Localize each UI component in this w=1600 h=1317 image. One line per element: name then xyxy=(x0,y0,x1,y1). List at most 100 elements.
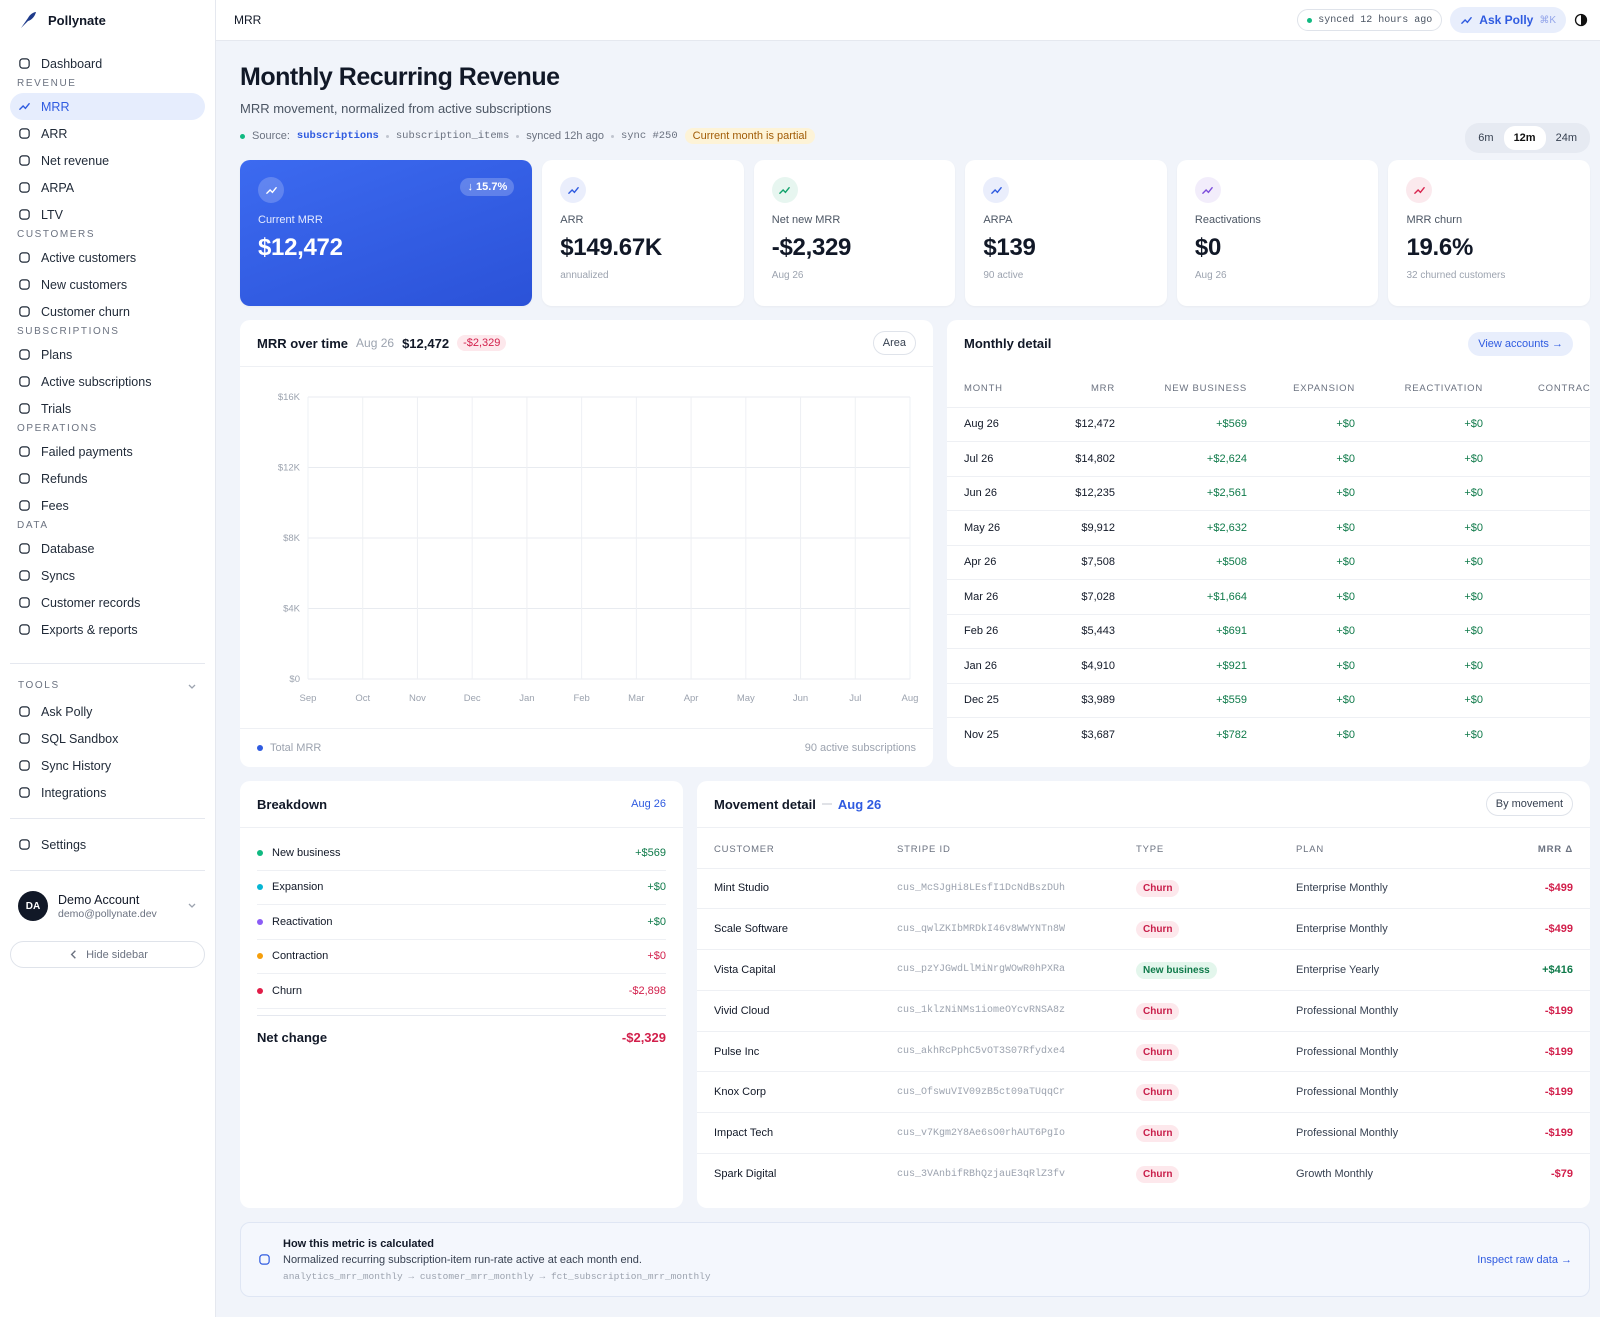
column-header: REACTIVATION xyxy=(1404,383,1483,395)
cell: +$0 xyxy=(1248,613,1356,649)
nav-item[interactable]: Customer records xyxy=(10,589,205,616)
nav-item[interactable]: Refunds xyxy=(10,465,205,492)
range-tab[interactable]: 6m xyxy=(1478,132,1494,144)
row: Mar 26 $7,028 +$1,664 +$0 +$0 xyxy=(947,579,1590,614)
range-tab[interactable]: 12m xyxy=(1503,126,1546,150)
breakdown-item: Contraction +$0 xyxy=(257,940,666,974)
nav-item[interactable]: Failed payments xyxy=(10,438,205,465)
range-tab[interactable]: 24m xyxy=(1555,132,1577,144)
customer: Knox Corp xyxy=(697,1071,896,1113)
tools-header[interactable]: TOOLS xyxy=(10,676,205,698)
account[interactable]: DA Demo Account demo@pollynate.dev xyxy=(10,883,205,929)
row[interactable]: Mint Studio cus_McSJgHi8LEsfI1DcNdBszDUh C… xyxy=(697,867,1590,909)
breakdown-month: Aug 26 xyxy=(631,798,666,810)
icon xyxy=(265,186,277,194)
nav-item[interactable]: Active customers xyxy=(10,244,205,271)
inspect-raw[interactable]: Inspect raw data → xyxy=(1477,1253,1572,1266)
source-link[interactable]: subscriptions xyxy=(296,130,379,142)
type-cell: Churn xyxy=(1135,1030,1295,1072)
ask-label: Ask Polly xyxy=(1479,13,1534,27)
icon-glyph xyxy=(19,128,30,139)
customer: Impact Tech xyxy=(697,1112,896,1154)
by-movement[interactable]: By movement xyxy=(1485,792,1573,816)
cell: +$921 xyxy=(1116,648,1248,683)
icon xyxy=(19,209,30,220)
partial-badge: Current month is partial xyxy=(684,128,815,144)
icon xyxy=(70,950,76,959)
cell-empty xyxy=(1484,682,1590,718)
nav-item[interactable]: Integrations xyxy=(10,779,205,806)
plan: Growth Monthly xyxy=(1295,1153,1490,1195)
avatar: DA xyxy=(18,891,48,921)
icon xyxy=(19,182,30,193)
nav-item[interactable]: Active subscriptions xyxy=(10,368,205,395)
cell: $5,443 xyxy=(1060,613,1116,649)
nav-item[interactable]: Trials xyxy=(10,395,205,422)
kpi-value: $12,472 xyxy=(258,234,343,261)
breakdown-panel: Breakdown Aug 26 New business +$569 Expansio… xyxy=(240,781,683,1208)
row[interactable]: Scale Software cus_qwlZKIbMRDkI46v8WWYNTn… xyxy=(697,908,1590,950)
dot xyxy=(257,884,263,891)
nav-item[interactable]: Customer churn xyxy=(10,298,205,325)
row[interactable]: Vista Capital cus_pzYJGwdLlMiNrgWOwR0hPXR… xyxy=(697,949,1590,991)
cell: $3,989 xyxy=(1060,682,1116,718)
cell: Dec 25 xyxy=(947,682,1060,718)
chart-mode[interactable]: Area xyxy=(872,331,916,355)
nav-item[interactable]: MRR xyxy=(10,93,205,120)
icon-glyph xyxy=(19,182,30,193)
icon-glyph xyxy=(19,446,30,457)
nav-item[interactable]: Database xyxy=(10,535,205,562)
row[interactable]: Pulse Inc cus_akhRcPphC5vOT3S07Rfydxe4 Chu… xyxy=(697,1030,1590,1072)
cell: +$0 xyxy=(1248,579,1356,614)
hide-sidebar[interactable]: Hide sidebar xyxy=(10,941,205,968)
column-header: TYPE xyxy=(1136,844,1165,856)
nav-item[interactable]: Settings xyxy=(10,831,205,858)
nav-label: SQL Sandbox xyxy=(41,731,119,746)
row[interactable]: Spark Digital cus_3VAnbifRBhQzjauE3qRlZ3f… xyxy=(697,1153,1590,1195)
divider xyxy=(10,818,205,819)
nav-item[interactable]: Ask Polly xyxy=(10,698,205,725)
nav-item[interactable]: Net revenue xyxy=(10,147,205,174)
nav-item[interactable]: LTV xyxy=(10,201,205,228)
x-tick-label: Apr xyxy=(684,693,699,704)
theme-toggle[interactable] xyxy=(1574,13,1588,27)
ask-button[interactable]: Ask Polly ⌘K xyxy=(1450,7,1566,33)
breakdown-item: Reactivation +$0 xyxy=(257,905,666,940)
x-tick-label: Feb xyxy=(573,693,589,704)
row[interactable]: Knox Corp cus_OfswuVIV09zB5ct09aTUqqCr Chu… xyxy=(697,1071,1590,1113)
cell: $3,687 xyxy=(1060,717,1116,752)
row[interactable]: Vivid Cloud cus_1klzNiNMs1iomeOYcvRNSA8z C… xyxy=(697,989,1590,1032)
dot-fill xyxy=(516,134,520,138)
nav-item[interactable]: Syncs xyxy=(10,562,205,589)
mrr-delta: +$416 xyxy=(1490,949,1590,991)
nav-item[interactable]: Sync History xyxy=(10,752,205,779)
cell: Jun 26 xyxy=(947,475,1060,511)
stripe-id: cus_3VAnbifRBhQzjauE3qRlZ3fv xyxy=(896,1153,1135,1195)
nav-item[interactable]: Plans xyxy=(10,341,205,368)
type-cell: Churn xyxy=(1135,1112,1295,1154)
icon-glyph xyxy=(19,733,30,744)
item-value: +$0 xyxy=(647,950,666,963)
nav-item[interactable]: ARR xyxy=(10,120,205,147)
breadcrumb: MRR xyxy=(234,13,262,27)
x-tick-label: Oct xyxy=(355,693,370,704)
customer: Vivid Cloud xyxy=(697,989,896,1032)
toggle-half xyxy=(1581,14,1587,26)
nav-item[interactable]: ARPA xyxy=(10,174,205,201)
icon-glyph xyxy=(779,186,791,194)
icon xyxy=(19,597,30,608)
view-accounts[interactable]: View accounts → xyxy=(1468,331,1573,356)
net-value: -$2,329 xyxy=(621,1029,666,1045)
icon xyxy=(19,624,30,635)
kpi-label: ARPA xyxy=(983,214,1013,226)
nav-item[interactable]: Exports & reports xyxy=(10,616,205,643)
nav-item[interactable]: Dashboard xyxy=(10,50,205,77)
cell: $4,910 xyxy=(1060,648,1116,683)
icon-glyph xyxy=(19,597,30,608)
chart-value: $12,472 xyxy=(402,335,450,351)
nav-item[interactable]: Fees xyxy=(10,492,205,519)
nav-item[interactable]: New customers xyxy=(10,271,205,298)
icon-glyph xyxy=(70,950,76,959)
row[interactable]: Impact Tech cus_v7Kgm2Y8Ae6sO0rhAUT6PgIo C… xyxy=(697,1112,1590,1154)
nav-item[interactable]: SQL Sandbox xyxy=(10,725,205,752)
